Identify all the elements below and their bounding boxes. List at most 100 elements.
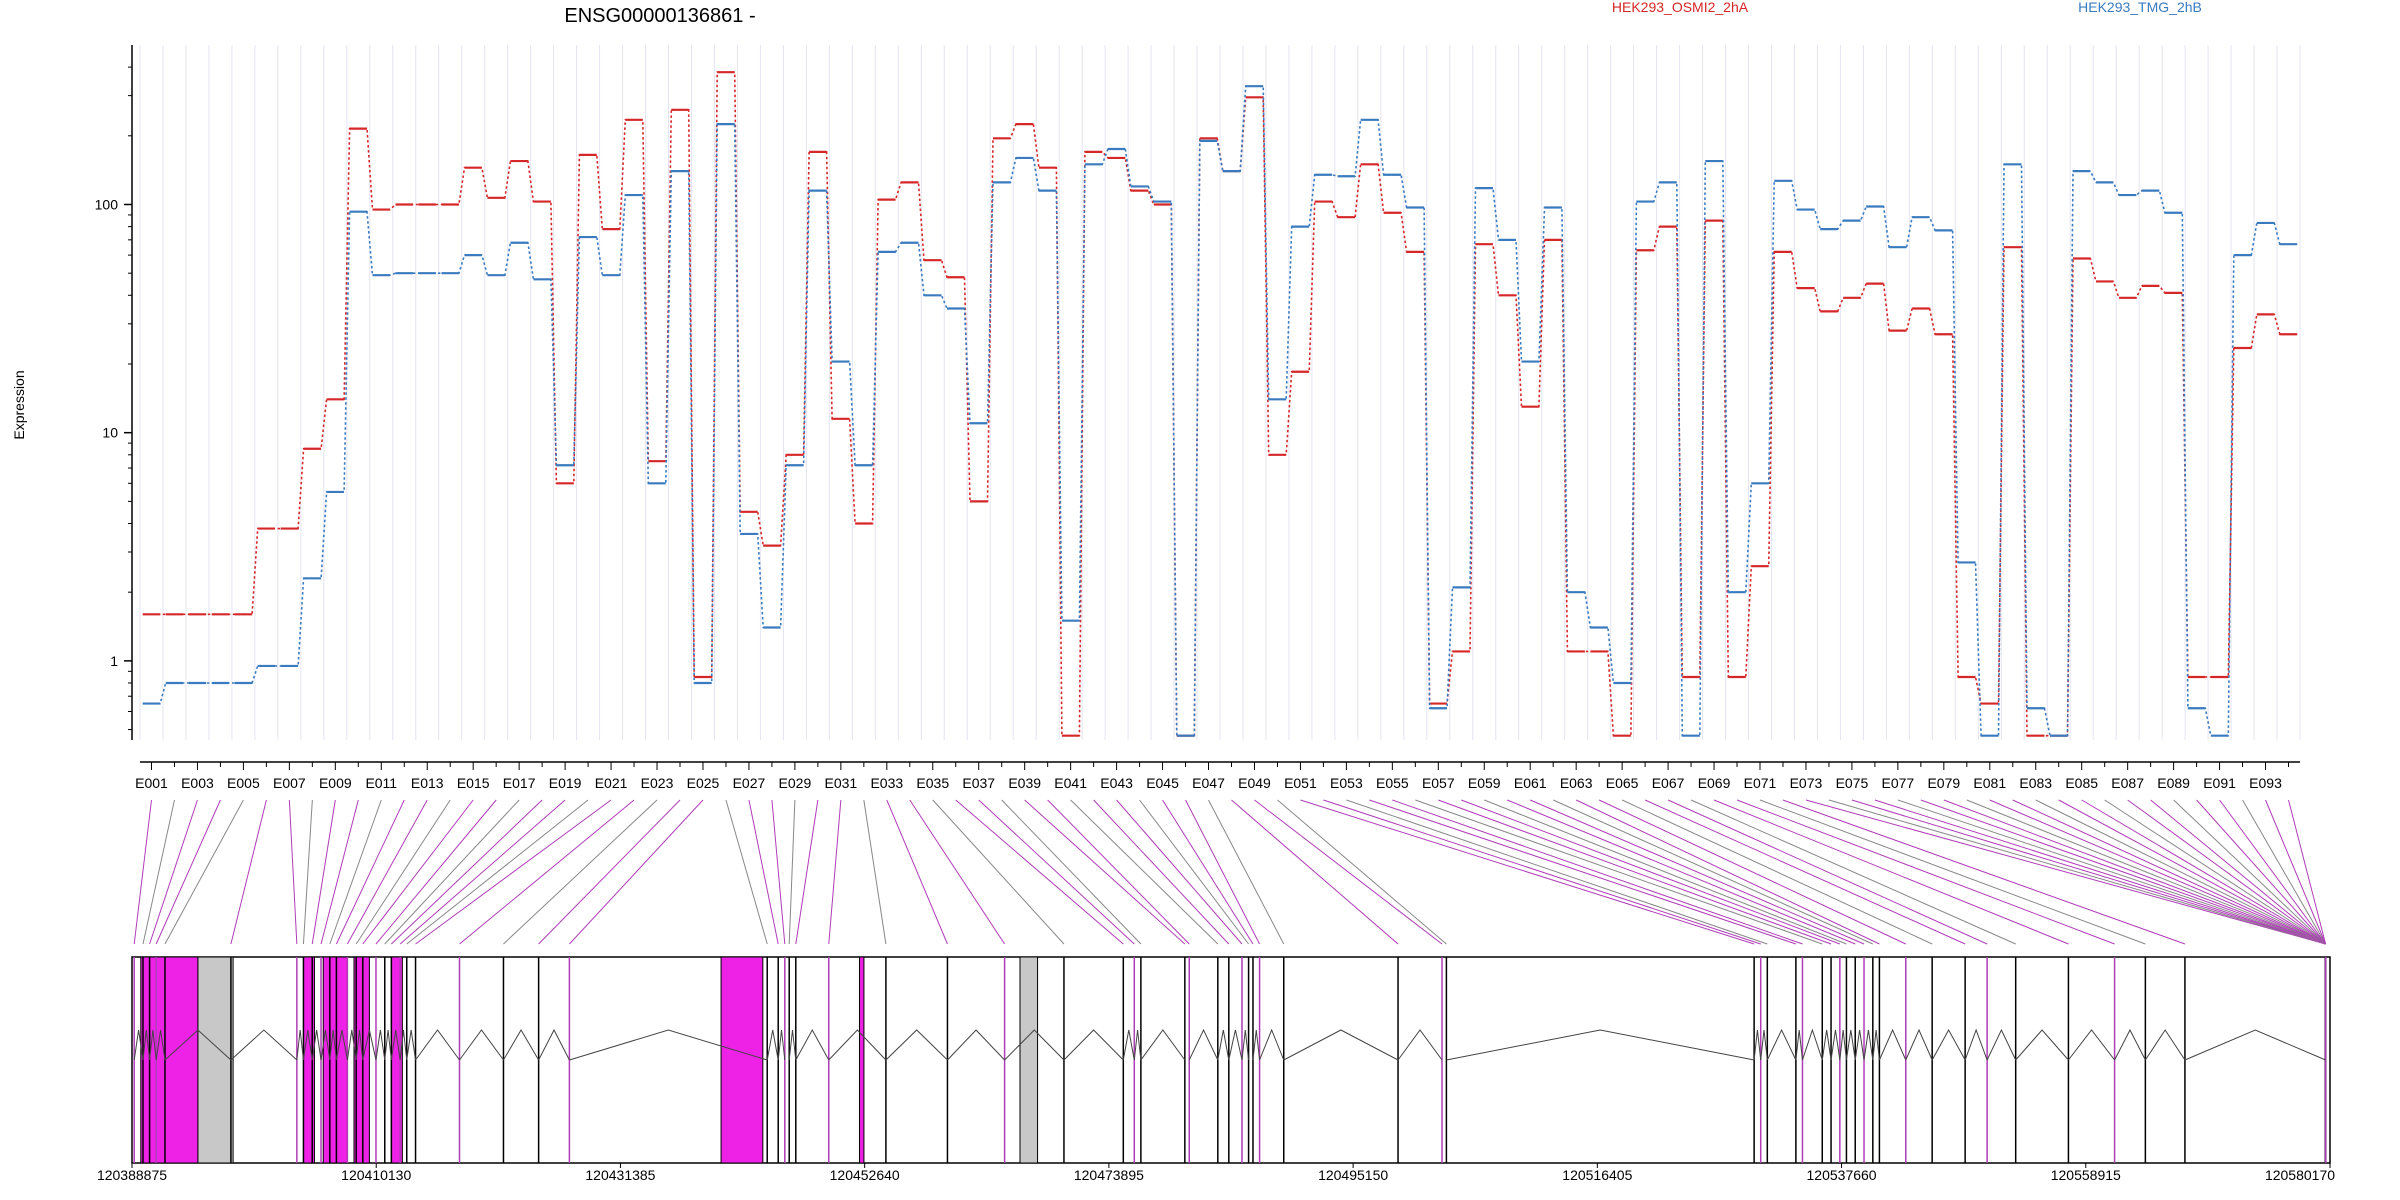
exon-connector — [1920, 799, 2326, 945]
intron-line — [164, 1029, 232, 1061]
intron-line — [1878, 1028, 1907, 1061]
exon-connector — [2196, 799, 2326, 945]
exon-connector — [978, 799, 1135, 945]
exon-connector — [335, 799, 405, 945]
x-tick-label: E083 — [2019, 775, 2052, 791]
exon-connector — [2058, 799, 2326, 945]
legend-label-series-1: HEK293_OSMI2_2hA — [1612, 0, 1749, 15]
x-tick-label: E047 — [1192, 775, 1225, 791]
x-tick-label: E085 — [2065, 775, 2098, 791]
intron-line — [149, 1029, 157, 1061]
coord-tick-label: 120410130 — [341, 1167, 411, 1183]
exon-connector — [406, 799, 589, 945]
intron-line — [375, 1029, 386, 1061]
exon-connector — [149, 799, 198, 945]
exon-connector — [415, 799, 612, 945]
exon-connector — [230, 799, 267, 945]
intron-line — [885, 1029, 948, 1061]
exon-connector — [1231, 799, 1399, 945]
exon-connector — [1116, 799, 1243, 945]
intron-line — [1760, 1029, 1768, 1061]
intron-line — [415, 1029, 460, 1061]
exon-connector — [1507, 799, 1856, 945]
exon-connector — [1415, 799, 1823, 945]
intron-line — [1140, 1029, 1186, 1061]
exon-connector — [1575, 799, 1880, 945]
x-tick-label: E023 — [641, 775, 674, 791]
exon-connector — [2150, 799, 2326, 945]
x-tick-label: E051 — [1284, 775, 1317, 791]
exon-connector — [1713, 799, 2069, 945]
exon-connector — [932, 799, 1065, 945]
intron-line — [296, 1029, 304, 1061]
exon-block — [353, 956, 370, 1164]
y-tick-label: 1 — [110, 653, 118, 669]
exon-connector — [2265, 799, 2327, 945]
exon-connector — [320, 799, 359, 945]
exon-connector — [863, 799, 887, 945]
gene-track-border — [131, 956, 2331, 1164]
exon-connector — [725, 799, 768, 945]
exon-connector — [164, 799, 244, 945]
exon-connector — [2219, 799, 2327, 945]
exon-block — [197, 956, 234, 1164]
chart-title: ENSG00000136861 - — [564, 5, 755, 27]
exon-connector — [399, 799, 566, 945]
intron-line — [346, 1029, 357, 1061]
exon-connector — [391, 799, 543, 945]
intron-line — [1986, 1028, 2017, 1061]
intron-line — [1228, 1029, 1243, 1061]
intron-line — [1188, 1028, 1219, 1061]
exon-connector — [1323, 799, 1761, 945]
x-tick-label: E031 — [824, 775, 857, 791]
intron-line — [1863, 1029, 1874, 1061]
x-tick-label: E019 — [549, 775, 582, 791]
coord-tick-label: 120452640 — [830, 1167, 900, 1183]
exon-connector — [788, 799, 796, 945]
intron-line — [2015, 1029, 2069, 1061]
exon-connector — [1484, 799, 1847, 945]
exon-connector — [1208, 799, 1285, 945]
x-tick-label: E079 — [1927, 775, 1960, 791]
x-tick-label: E005 — [227, 775, 260, 791]
x-tick-label: E065 — [1606, 775, 1639, 791]
intron-line — [133, 1029, 144, 1061]
exon-connector — [1162, 799, 1254, 945]
x-tick-label: E067 — [1652, 775, 1685, 791]
intron-line — [569, 1029, 768, 1061]
intron-line — [1122, 1029, 1135, 1061]
exon-block — [1019, 956, 1039, 1164]
x-tick-label: E007 — [273, 775, 306, 791]
exon-connector — [155, 799, 221, 945]
intron-line — [459, 1029, 504, 1061]
exon-connector — [1851, 799, 2326, 945]
series-lines — [142, 71, 2298, 737]
intron-line — [1063, 1029, 1124, 1061]
coord-tick-label: 120558915 — [2051, 1167, 2121, 1183]
exon-connector — [1024, 799, 1186, 945]
intron-line — [788, 1029, 797, 1061]
x-tick-label: E063 — [1560, 775, 1593, 791]
x-tick-label: E025 — [687, 775, 720, 791]
exon-connector — [828, 799, 842, 945]
intron-line — [320, 1029, 331, 1061]
coord-tick-label: 120473895 — [1074, 1167, 1144, 1183]
exon-connector — [503, 799, 658, 945]
x-tick-label: E069 — [1698, 775, 1731, 791]
y-tick-label: 100 — [95, 196, 119, 212]
exon-connector — [346, 799, 428, 945]
intron-line — [1821, 1029, 1832, 1061]
intron-line — [1872, 1029, 1880, 1061]
x-tick-label: E089 — [2157, 775, 2190, 791]
intron-line — [1252, 1029, 1261, 1061]
intron-line — [1964, 1028, 1988, 1061]
exon-connector — [1805, 799, 2326, 945]
intron-line — [766, 1029, 779, 1061]
intron-line — [1241, 1029, 1250, 1061]
x-tick-label: E093 — [2249, 775, 2282, 791]
x-tick-label: E081 — [1973, 775, 2006, 791]
x-tick-label: E029 — [779, 775, 812, 791]
x-tick-label: E061 — [1514, 775, 1547, 791]
legend-label-series-2: HEK293_TMG_2hB — [2078, 0, 2202, 15]
